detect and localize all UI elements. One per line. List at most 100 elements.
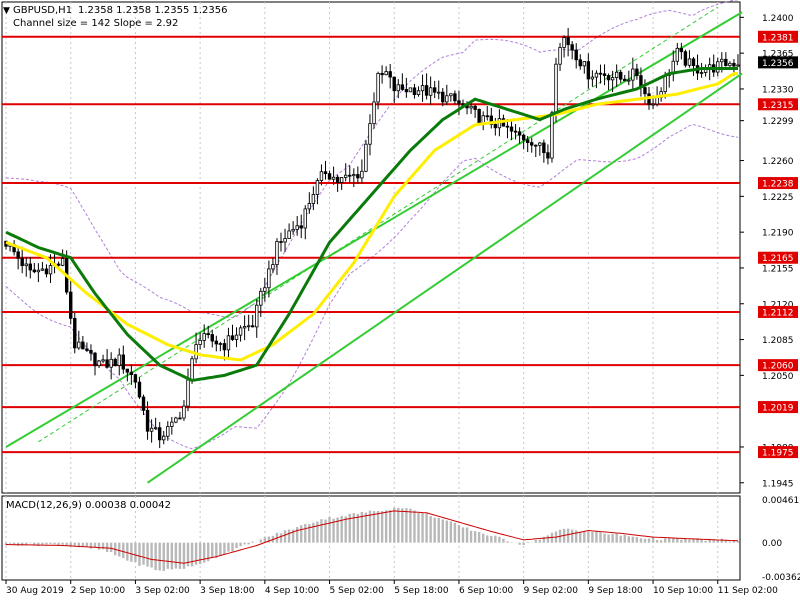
candle-body (525, 139, 530, 143)
candle-body (566, 37, 570, 46)
candle-body (251, 325, 255, 328)
candle-body (432, 87, 437, 93)
y-tick-label: 1.2330 (762, 85, 794, 95)
candle-body (36, 269, 41, 273)
candle-body (699, 72, 704, 74)
candle-body (153, 427, 158, 430)
symbol-label: GBPUSD,H1 (13, 5, 72, 16)
candle-body (214, 340, 219, 345)
x-tick-label: 6 Sep 10:00 (459, 586, 514, 596)
candle-body (117, 354, 121, 366)
chart-menu-icon[interactable]: ▼ (3, 6, 10, 16)
candle-body (716, 61, 720, 73)
candle-body (178, 417, 182, 420)
x-tick-label: 2 Sep 10:00 (71, 586, 126, 596)
macd-signal-line (6, 510, 739, 564)
candle-body (424, 85, 429, 96)
candle-body (149, 427, 154, 432)
macd-axis-label: 0.00 (762, 539, 782, 549)
candle-body (691, 58, 696, 67)
x-tick-label: 9 Sep 18:00 (588, 586, 643, 596)
candle-body (368, 123, 372, 145)
level-tag (758, 401, 798, 414)
candle-body (404, 89, 409, 93)
candle-body (400, 84, 405, 90)
candle-body (69, 291, 73, 319)
candle-body (586, 61, 591, 80)
candle-body (182, 405, 186, 419)
candle-body (396, 84, 400, 92)
candle-body (651, 103, 655, 106)
candle-body (732, 62, 736, 67)
candle-body (339, 177, 344, 183)
x-tick-label: 5 Sep 02:00 (330, 586, 385, 596)
x-tick-label: 3 Sep 02:00 (135, 586, 190, 596)
candle-body (186, 379, 190, 407)
candle-body (441, 91, 445, 103)
level-tag-label: 1.2381 (762, 33, 794, 43)
candle-body (623, 78, 627, 82)
candle-body (606, 75, 611, 81)
candle-body (242, 326, 247, 329)
candle-body (24, 263, 28, 267)
macd-label: MACD(12,26,9) 0.00038 0.00042 (6, 500, 171, 511)
candle-body (412, 87, 417, 96)
current-price-label: 1.2356 (762, 59, 794, 69)
candle-body (307, 203, 312, 210)
level-tag-label: 1.2315 (762, 101, 794, 111)
candle-body (687, 58, 692, 66)
candle-body (174, 417, 178, 423)
candle-body (521, 134, 526, 141)
candle-body (56, 263, 61, 266)
candle-body (635, 68, 639, 77)
candle-body (574, 49, 578, 61)
candle-body (627, 79, 631, 82)
candle-body (101, 359, 105, 362)
y-tick-label: 1.2225 (762, 193, 794, 203)
x-tick-label: 10 Sep 10:00 (653, 586, 713, 596)
candle-body (619, 71, 623, 80)
candle-body (720, 58, 724, 63)
candle-body (335, 176, 340, 183)
candle-body (724, 58, 728, 67)
candle-body (360, 170, 364, 179)
y-tick-label: 1.2120 (762, 300, 794, 310)
candle-body (105, 359, 109, 368)
candle-body (554, 63, 558, 114)
candle-body (97, 360, 101, 367)
time-axis: 30 Aug 2019 2 Sep 10:00 3 Sep 02:00 3 Sep 1… (5, 580, 778, 596)
horizontal-levels (2, 35, 740, 454)
level-tag (758, 177, 798, 190)
macd-panel-border (1, 495, 741, 581)
candle-body (485, 115, 489, 118)
level-tag-label: 1.2165 (762, 254, 794, 264)
candle-body (157, 427, 162, 441)
candle-body (610, 77, 615, 81)
candle-body (481, 115, 485, 124)
candle-body (40, 268, 45, 271)
x-tick-label: 11 Sep 02:00 (718, 586, 778, 596)
candle-body (170, 421, 174, 427)
x-tick-label: 30 Aug 2019 (6, 586, 64, 596)
candle-body (291, 228, 295, 232)
candle-body (736, 64, 740, 67)
candle-body (32, 269, 37, 273)
candle-body (372, 101, 376, 125)
candle-body (319, 171, 324, 181)
candle-body (303, 208, 307, 229)
candle-body (663, 74, 667, 93)
candle-body (222, 343, 227, 351)
candle-body (267, 268, 271, 289)
x-tick-label: 4 Sep 10:00 (265, 586, 320, 596)
candle-body (93, 352, 97, 367)
candle-body (489, 115, 493, 125)
envelope-upper (5, 0, 739, 319)
level-tag (758, 98, 798, 111)
candle-body (20, 257, 24, 267)
candle-body (493, 124, 498, 129)
candle-body (263, 287, 267, 292)
candle-body (356, 174, 360, 179)
candle-body (194, 344, 198, 360)
candle-body (133, 374, 138, 383)
